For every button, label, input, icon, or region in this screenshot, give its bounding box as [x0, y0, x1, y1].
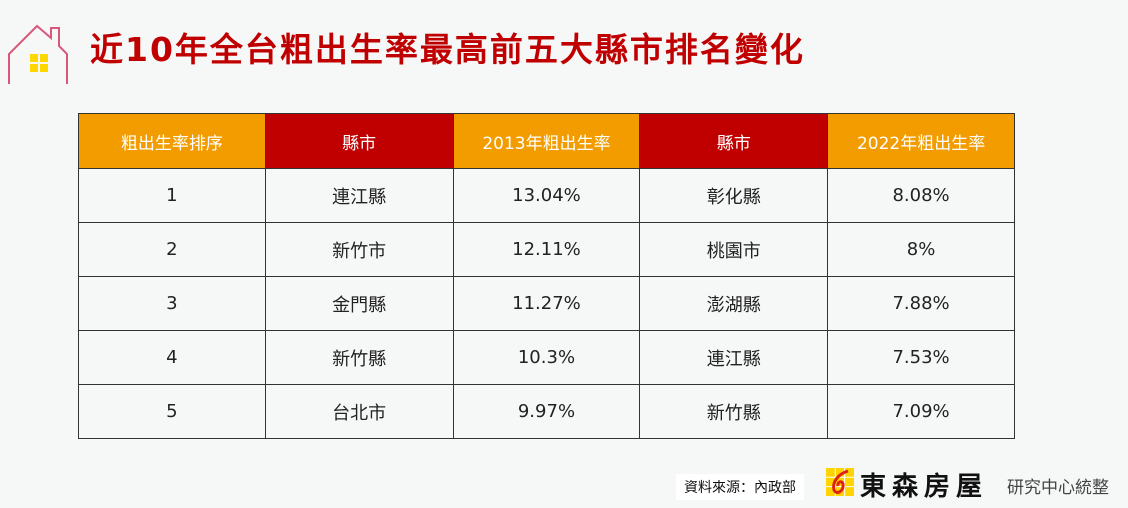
city-2013-cell: 金門縣 [264, 276, 454, 331]
page-title: 近10年全台粗出生率最高前五大縣市排名變化 [90, 30, 805, 69]
city-2022-cell: 彰化縣 [639, 168, 829, 223]
header-rate-2013: 2013年粗出生率 [452, 113, 641, 169]
rate-2013-cell: 12.11% [452, 222, 641, 277]
rate-2013-cell: 11.27% [452, 276, 641, 331]
city-2022-cell: 桃園市 [639, 222, 829, 277]
rate-2022-cell: 7.88% [827, 276, 1015, 331]
header-city-2022: 縣市 [639, 113, 829, 169]
table-row: 1 連江縣 13.04% 彰化縣 8.08% [78, 168, 1015, 223]
rate-2013-cell: 9.97% [452, 384, 641, 439]
source-note: 資料來源：內政部 [676, 474, 804, 500]
header-city-2013: 縣市 [264, 113, 454, 169]
city-2022-cell: 連江縣 [639, 330, 829, 385]
brand-subtitle: 研究中心統整 [1007, 478, 1109, 498]
header-rate-2022: 2022年粗出生率 [827, 113, 1015, 169]
rate-2022-cell: 8% [827, 222, 1015, 277]
city-2022-cell: 新竹縣 [639, 384, 829, 439]
table-row: 4 新竹縣 10.3% 連江縣 7.53% [78, 330, 1015, 385]
rank-cell: 5 [78, 384, 266, 439]
rank-cell: 4 [78, 330, 266, 385]
brand-logo-icon [826, 468, 854, 496]
ranking-table: 粗出生率排序 縣市 2013年粗出生率 縣市 2022年粗出生率 1 連江縣 1… [78, 113, 1015, 439]
brand-name: 東森房屋 [860, 472, 989, 502]
rate-2013-cell: 13.04% [452, 168, 641, 223]
city-2013-cell: 台北市 [264, 384, 454, 439]
house-icon [8, 24, 68, 84]
city-2013-cell: 連江縣 [264, 168, 454, 223]
rate-2013-cell: 10.3% [452, 330, 641, 385]
city-2022-cell: 澎湖縣 [639, 276, 829, 331]
rank-cell: 1 [78, 168, 266, 223]
table-row: 5 台北市 9.97% 新竹縣 7.09% [78, 384, 1015, 439]
city-2013-cell: 新竹縣 [264, 330, 454, 385]
table-row: 2 新竹市 12.11% 桃園市 8% [78, 222, 1015, 277]
rank-cell: 3 [78, 276, 266, 331]
header-rank: 粗出生率排序 [78, 113, 266, 169]
city-2013-cell: 新竹市 [264, 222, 454, 277]
table-header-row: 粗出生率排序 縣市 2013年粗出生率 縣市 2022年粗出生率 [78, 113, 1015, 169]
table-row: 3 金門縣 11.27% 澎湖縣 7.88% [78, 276, 1015, 331]
rate-2022-cell: 7.09% [827, 384, 1015, 439]
rank-cell: 2 [78, 222, 266, 277]
rate-2022-cell: 8.08% [827, 168, 1015, 223]
rate-2022-cell: 7.53% [827, 330, 1015, 385]
